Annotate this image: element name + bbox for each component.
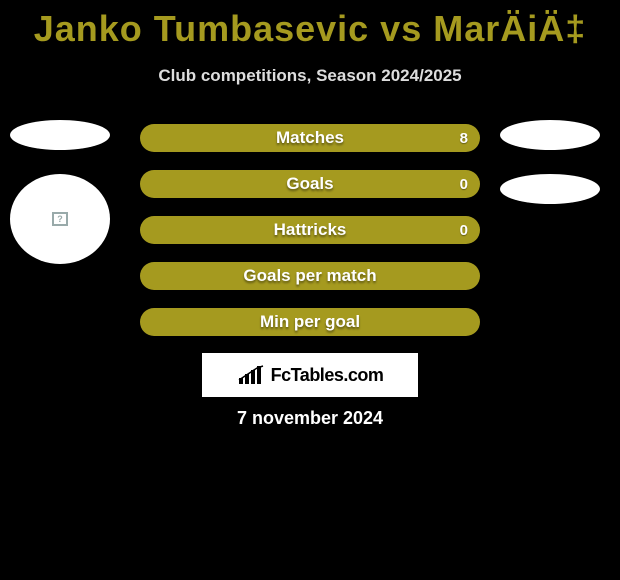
stat-row: Goals0 <box>140 170 480 198</box>
stat-label: Hattricks <box>140 216 480 244</box>
stat-label: Goals <box>140 170 480 198</box>
player2-name-pill <box>500 120 600 150</box>
brand-text: FcTables.com <box>271 365 384 386</box>
page-subtitle: Club competitions, Season 2024/2025 <box>0 66 620 86</box>
stat-row: Goals per match <box>140 262 480 290</box>
page-title: Janko Tumbasevic vs MarÄiÄ‡ <box>0 0 620 50</box>
comparison-bars: Matches8Goals0Hattricks0Goals per matchM… <box>140 124 480 354</box>
stat-row: Min per goal <box>140 308 480 336</box>
stat-value: 0 <box>460 216 468 244</box>
stat-row: Matches8 <box>140 124 480 152</box>
right-decor-column <box>500 120 600 228</box>
stat-label: Goals per match <box>140 262 480 290</box>
player2-extra-pill <box>500 174 600 204</box>
brand-bars-icon <box>237 364 265 386</box>
stat-label: Min per goal <box>140 308 480 336</box>
avatar-placeholder-icon: ? <box>52 212 68 226</box>
stat-label: Matches <box>140 124 480 152</box>
snapshot-date: 7 november 2024 <box>0 408 620 429</box>
stat-value: 0 <box>460 170 468 198</box>
brand-box: FcTables.com <box>202 353 418 397</box>
player1-avatar: ? <box>10 174 110 264</box>
left-decor-column: ? <box>10 120 110 264</box>
player1-name-pill <box>10 120 110 150</box>
stat-value: 8 <box>460 124 468 152</box>
stat-row: Hattricks0 <box>140 216 480 244</box>
